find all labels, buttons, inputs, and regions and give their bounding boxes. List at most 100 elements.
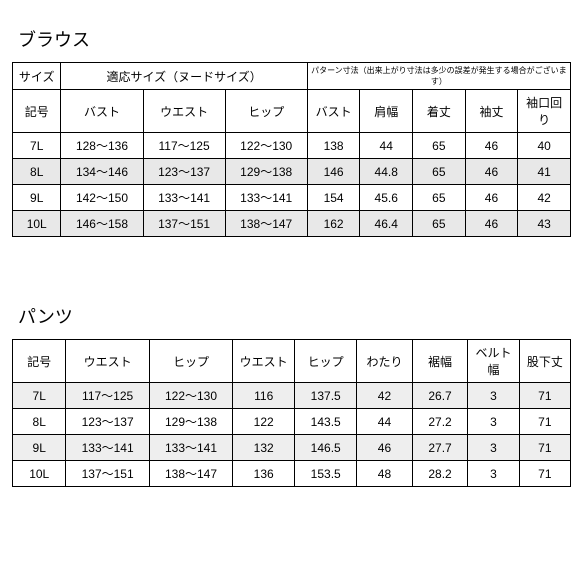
cell: 116 bbox=[233, 383, 295, 409]
size-table-blouse: サイズ 適応サイズ（ヌードサイズ） パターン寸法（出来上がり寸法は多少の誤差が発… bbox=[12, 62, 571, 237]
cell: 42 bbox=[518, 185, 571, 211]
cell: 138 bbox=[307, 133, 360, 159]
cell: 44.8 bbox=[360, 159, 413, 185]
cell: 10L bbox=[13, 211, 61, 237]
cell: 46 bbox=[465, 159, 518, 185]
col-label: 記号 bbox=[13, 340, 66, 383]
table-row: 10L 137～151 138～147 136 153.5 48 28.2 3 … bbox=[13, 461, 571, 487]
cell: 122～130 bbox=[225, 133, 307, 159]
cell: 146～158 bbox=[61, 211, 143, 237]
cell: 143.5 bbox=[295, 409, 357, 435]
cell: 136 bbox=[233, 461, 295, 487]
cell: 65 bbox=[413, 211, 466, 237]
table-row: 9L 133～141 133～141 132 146.5 46 27.7 3 7… bbox=[13, 435, 571, 461]
cell: 65 bbox=[413, 159, 466, 185]
cell: 117～125 bbox=[66, 383, 149, 409]
cell: 10L bbox=[13, 461, 66, 487]
cell: 3 bbox=[468, 435, 519, 461]
cell: 44 bbox=[360, 133, 413, 159]
cell: 162 bbox=[307, 211, 360, 237]
cell: 138～147 bbox=[225, 211, 307, 237]
cell: 45.6 bbox=[360, 185, 413, 211]
cell: 128～136 bbox=[61, 133, 143, 159]
cell: 43 bbox=[518, 211, 571, 237]
cell: 142～150 bbox=[61, 185, 143, 211]
cell: 7L bbox=[13, 133, 61, 159]
col-label: ウエスト bbox=[66, 340, 149, 383]
cell: 137～151 bbox=[143, 211, 225, 237]
cell: 71 bbox=[519, 409, 570, 435]
cell: 133～141 bbox=[143, 185, 225, 211]
cell: 8L bbox=[13, 409, 66, 435]
cell: 153.5 bbox=[295, 461, 357, 487]
cell: 3 bbox=[468, 383, 519, 409]
cell: 133～141 bbox=[149, 435, 232, 461]
cell: 71 bbox=[519, 435, 570, 461]
table-row: 10L 146～158 137～151 138～147 162 46.4 65 … bbox=[13, 211, 571, 237]
cell: 46.4 bbox=[360, 211, 413, 237]
cell: 129～138 bbox=[149, 409, 232, 435]
col-label: 裾幅 bbox=[412, 340, 468, 383]
col-label: 記号 bbox=[13, 90, 61, 133]
cell: 65 bbox=[413, 185, 466, 211]
cell: 46 bbox=[465, 185, 518, 211]
cell: 7L bbox=[13, 383, 66, 409]
cell: 132 bbox=[233, 435, 295, 461]
cell: 122～130 bbox=[149, 383, 232, 409]
cell: 44 bbox=[357, 409, 413, 435]
cell: 137.5 bbox=[295, 383, 357, 409]
table2-title: パンツ bbox=[18, 303, 571, 329]
cell: 27.7 bbox=[412, 435, 468, 461]
col-label: ベルト幅 bbox=[468, 340, 519, 383]
cell: 133～141 bbox=[225, 185, 307, 211]
table-row: 7L 128～136 117～125 122～130 138 44 65 46 … bbox=[13, 133, 571, 159]
cell: 27.2 bbox=[412, 409, 468, 435]
cell: 46 bbox=[465, 133, 518, 159]
cell: 154 bbox=[307, 185, 360, 211]
cell: 123～137 bbox=[143, 159, 225, 185]
cell: 71 bbox=[519, 461, 570, 487]
cell: 71 bbox=[519, 383, 570, 409]
col-label: 肩幅 bbox=[360, 90, 413, 133]
table1-title: ブラウス bbox=[18, 26, 571, 52]
cell: 46 bbox=[357, 435, 413, 461]
cell: 146 bbox=[307, 159, 360, 185]
th-size: サイズ bbox=[13, 63, 61, 90]
col-label: バスト bbox=[61, 90, 143, 133]
cell: 41 bbox=[518, 159, 571, 185]
col-label: バスト bbox=[307, 90, 360, 133]
col-label: 着丈 bbox=[413, 90, 466, 133]
th-note: パターン寸法（出来上がり寸法は多少の誤差が発生する場合がございます） bbox=[307, 63, 570, 90]
cell: 3 bbox=[468, 409, 519, 435]
col-label: ウエスト bbox=[143, 90, 225, 133]
col-label: ヒップ bbox=[149, 340, 232, 383]
col-label: ウエスト bbox=[233, 340, 295, 383]
cell: 8L bbox=[13, 159, 61, 185]
table-row: 8L 123～137 129～138 122 143.5 44 27.2 3 7… bbox=[13, 409, 571, 435]
cell: 40 bbox=[518, 133, 571, 159]
col-label: わたり bbox=[357, 340, 413, 383]
th-fit: 適応サイズ（ヌードサイズ） bbox=[61, 63, 307, 90]
cell: 137～151 bbox=[66, 461, 149, 487]
table-row: 7L 117～125 122～130 116 137.5 42 26.7 3 7… bbox=[13, 383, 571, 409]
col-label: ヒップ bbox=[225, 90, 307, 133]
cell: 42 bbox=[357, 383, 413, 409]
col-label: 袖口回り bbox=[518, 90, 571, 133]
cell: 122 bbox=[233, 409, 295, 435]
cell: 138～147 bbox=[149, 461, 232, 487]
cell: 46 bbox=[465, 211, 518, 237]
size-table-pants: 記号 ウエスト ヒップ ウエスト ヒップ わたり 裾幅 ベルト幅 股下丈 7L … bbox=[12, 339, 571, 487]
cell: 129～138 bbox=[225, 159, 307, 185]
cell: 133～141 bbox=[66, 435, 149, 461]
col-label: 袖丈 bbox=[465, 90, 518, 133]
cell: 123～137 bbox=[66, 409, 149, 435]
cell: 26.7 bbox=[412, 383, 468, 409]
cell: 134～146 bbox=[61, 159, 143, 185]
cell: 3 bbox=[468, 461, 519, 487]
table-row: 8L 134～146 123～137 129～138 146 44.8 65 4… bbox=[13, 159, 571, 185]
cell: 48 bbox=[357, 461, 413, 487]
cell: 65 bbox=[413, 133, 466, 159]
cell: 28.2 bbox=[412, 461, 468, 487]
cell: 9L bbox=[13, 435, 66, 461]
col-label: 股下丈 bbox=[519, 340, 570, 383]
